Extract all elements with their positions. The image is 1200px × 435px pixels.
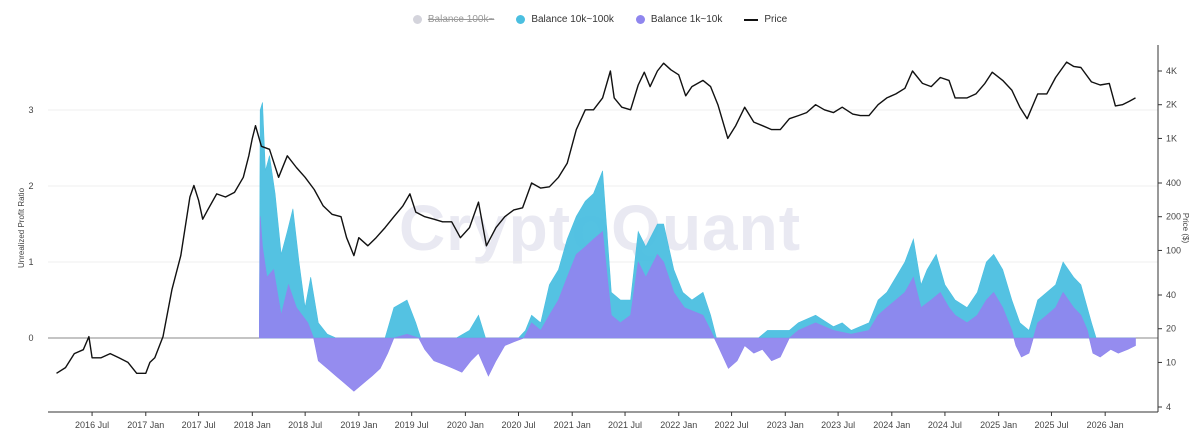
legend-label: Balance 1k~10k [650,14,723,25]
x-tick-label: 2018 Jan [234,420,271,430]
x-tick-label: 2017 Jul [182,420,216,430]
dot-swatch-icon [635,15,645,24]
right-tick-label: 4 [1166,402,1171,412]
price-line-group [56,61,1136,374]
legend-label: Balance 10k~100k [531,14,614,25]
price-line [56,61,1136,374]
right-tick-label: 100 [1166,245,1181,255]
x-tick-label: 2024 Jul [928,420,962,430]
x-tick-label: 2022 Jan [660,420,697,430]
x-tick-label: 2021 Jul [608,420,642,430]
x-tick-label: 2021 Jan [554,420,591,430]
right-tick-label: 4K [1166,66,1177,76]
right-tick-label: 10 [1166,357,1176,367]
line-swatch-icon [744,18,759,21]
x-tick-label: 2016 Jul [75,420,109,430]
x-tick-label: 2023 Jan [767,420,804,430]
right-tick-label: 20 [1166,324,1176,334]
x-tick-label: 2026 Jan [1087,420,1124,430]
legend-item-1[interactable]: Balance 10k~100k [516,14,614,25]
x-tick-label: 2019 Jul [395,420,429,430]
x-tick-label: 2024 Jan [873,420,910,430]
right-tick-label: 200 [1166,212,1181,222]
x-tick-label: 2017 Jan [127,420,164,430]
left-tick-label: 1 [28,257,33,267]
x-tick-label: 2022 Jul [715,420,749,430]
x-tick-label: 2020 Jan [447,420,484,430]
area-series-1 [258,216,1136,392]
legend-item-3[interactable]: Price [744,14,787,25]
right-axis-title: Price ($) [1181,213,1190,244]
axes-group: 2016 Jul 2017 Jan 2017 Jul 2018 Jan 2018 Jul… [17,45,1190,430]
legend-item-0[interactable]: Balance 100k~ [412,14,495,25]
left-tick-label: 3 [28,105,33,115]
legend-item-2[interactable]: Balance 1k~10k [635,14,723,25]
x-tick-label: 2025 Jan [980,420,1017,430]
chart-legend: Balance 100k~ Balance 10k~100k Balance 1k~… [0,14,1200,25]
right-tick-label: 1K [1166,133,1177,143]
area-series-group [258,102,1136,392]
x-tick-label: 2025 Jul [1034,420,1068,430]
right-tick-label: 2K [1166,100,1177,110]
left-tick-label: 2 [28,181,33,191]
right-tick-label: 40 [1166,290,1176,300]
right-tick-label: 400 [1166,178,1181,188]
legend-label: Price [764,14,788,25]
x-tick-label: 2018 Jul [288,420,322,430]
dot-swatch-icon [412,15,422,24]
x-tick-label: 2023 Jul [821,420,855,430]
left-axis-title: Unrealized Profit Ratio [17,187,26,268]
x-tick-label: 2019 Jan [340,420,377,430]
dot-swatch-icon [516,15,526,24]
left-tick-label: 0 [28,333,33,343]
x-tick-label: 2020 Jul [501,420,535,430]
legend-label: Balance 100k~ [427,14,495,25]
